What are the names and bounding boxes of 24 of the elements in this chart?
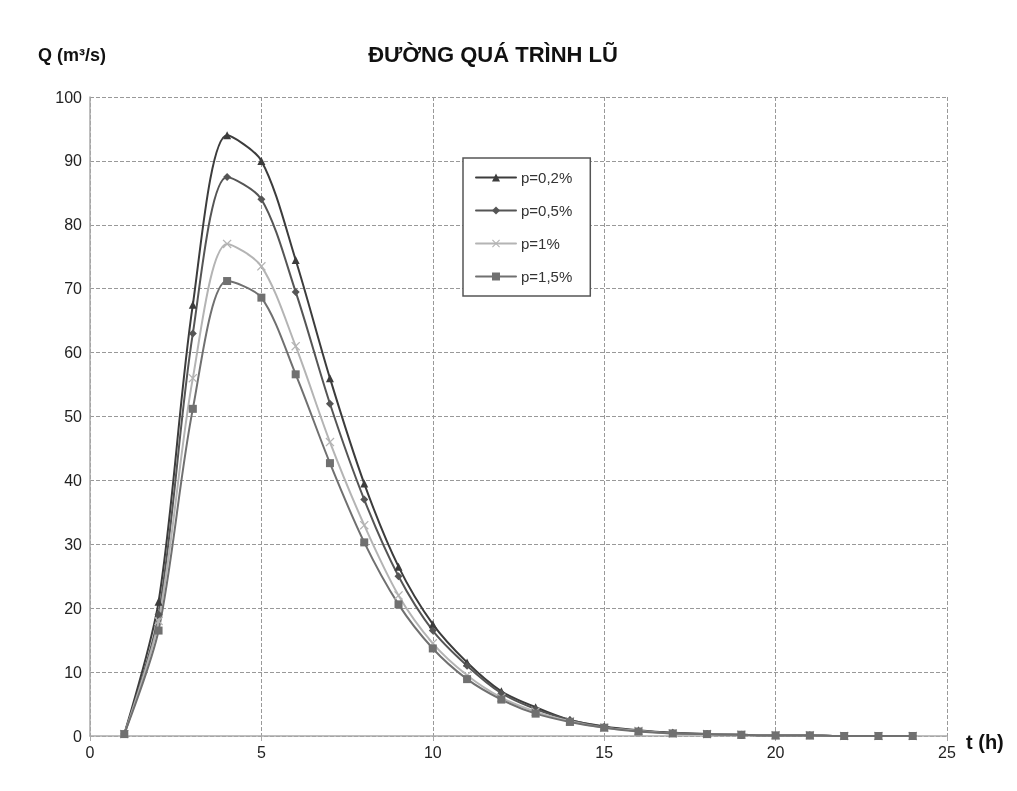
x-axis-title: t (h) bbox=[966, 731, 1004, 753]
y-tick-label: 60 bbox=[64, 344, 83, 362]
y-axis-title: Q (m³/s) bbox=[38, 45, 107, 65]
legend-label: p=1% bbox=[521, 235, 560, 252]
x-tick-label: 0 bbox=[85, 743, 95, 761]
chart-title: ĐƯỜNG QUÁ TRÌNH LŨ bbox=[368, 41, 618, 67]
y-tick-label: 40 bbox=[64, 471, 83, 489]
y-tick-label: 90 bbox=[64, 152, 83, 170]
x-tick-label: 5 bbox=[256, 743, 266, 761]
legend-label: p=1,5% bbox=[521, 268, 573, 285]
y-tick-label: 80 bbox=[64, 216, 83, 234]
x-tick-label: 15 bbox=[595, 743, 614, 761]
x-tick-label: 20 bbox=[766, 743, 785, 761]
x-tick-label: 25 bbox=[938, 743, 956, 761]
y-tick-label: 20 bbox=[64, 599, 83, 617]
legend-label: p=0,5% bbox=[521, 202, 573, 219]
x-tick-label: 10 bbox=[423, 743, 442, 761]
y-tick-label: 30 bbox=[64, 535, 83, 553]
y-tick-label: 100 bbox=[55, 88, 83, 106]
y-tick-label: 50 bbox=[64, 408, 83, 425]
legend-label: p=0,2% bbox=[521, 169, 573, 186]
y-tick-label: 0 bbox=[73, 727, 83, 745]
y-tick-label: 10 bbox=[64, 663, 83, 681]
y-tick-label: 70 bbox=[64, 280, 83, 298]
